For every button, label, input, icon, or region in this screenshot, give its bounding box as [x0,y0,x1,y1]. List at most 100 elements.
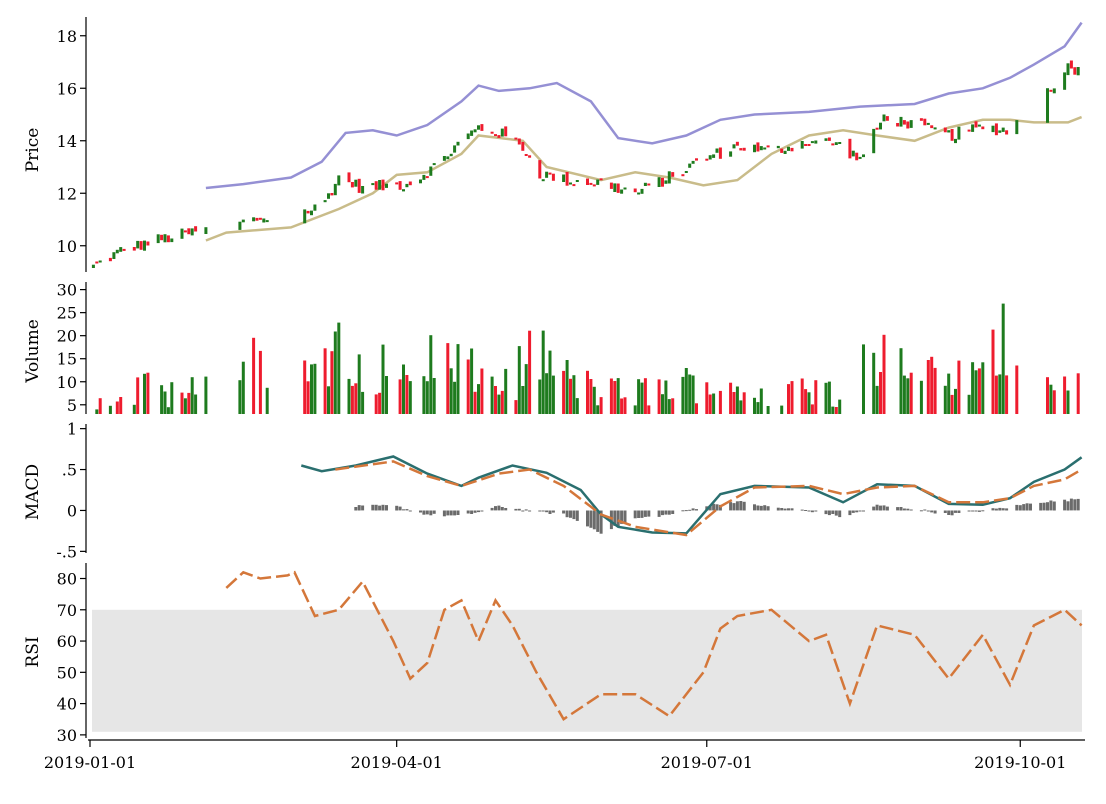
macd-histogram-bar [851,510,855,513]
macd-histogram-bar [926,510,930,512]
macd-histogram-bar [1018,505,1022,511]
candle-up [453,145,457,153]
candle-down [950,129,954,141]
volume-bar-up [204,376,208,414]
candle-down [609,182,613,189]
volume-bar-up [780,405,784,414]
volume-bar-up [541,330,545,414]
candle-up [858,156,862,159]
volume-bar-down [119,397,123,414]
volume-bar-up [545,373,549,414]
volume-bar-up [337,322,341,414]
candle-up [879,122,882,130]
candle-up [1046,88,1049,123]
volume-bar-down [180,392,184,414]
candle-up [569,182,572,185]
volume-bar-down [834,407,838,414]
rsi-tick-label: 50 [57,663,77,682]
candle-up [810,141,814,144]
candle-up [1076,67,1080,76]
rsi-line [225,570,1083,721]
macd-histogram-bar [872,506,876,511]
price-tick-label: 12 [57,184,77,203]
volume-bar-up [95,409,99,414]
volume-bar-up [265,387,269,414]
macd-histogram-bar [759,505,763,511]
candle-down [347,172,351,183]
candle-up [354,179,358,187]
candle-up [596,179,600,185]
candle-up [838,142,842,144]
macd-histogram-bar [395,505,399,511]
volume-bar-up [524,364,528,414]
volume-bar-down [354,383,358,414]
volume-bar-down [787,384,790,414]
macd-histogram-bar [1076,498,1080,511]
macd-histogram-bar [357,505,361,511]
macd-histogram-bar [1005,508,1009,511]
candle-down [187,228,191,235]
volume-bar-down [98,398,102,414]
volume-bar-up [759,388,763,414]
candle-down [718,147,722,159]
volume-bar-up [408,381,412,414]
rsi-tick-label: 60 [57,632,77,651]
macd-histogram-bar [1029,503,1032,511]
candle-up [477,125,480,130]
volume-tick-label: 25 [57,304,77,323]
candle-up [729,151,733,157]
x-tick-label: 2019-01-01 [44,753,136,772]
volume-bar-up [739,400,743,414]
volume-bar-down [804,389,808,414]
candle-up [385,183,388,188]
volume-bar-down [586,370,589,414]
volume-bar-down [500,390,504,414]
volume-bar-up [681,376,685,414]
candle-up [337,175,341,186]
candle-down [695,158,698,161]
volume-bar-down [330,351,334,414]
volume-bar-up [712,393,716,414]
volume-bar-down [643,378,647,414]
macd-histogram-bar [633,510,637,519]
volume-axis-title: Volume [23,319,43,384]
volume-bar-down [732,392,736,414]
candle-down [357,178,361,193]
candle-down [258,217,262,220]
candle-up [715,148,719,153]
volume-tick-label: 30 [57,281,77,300]
macd-tick-label: .5 [62,461,77,480]
candle-down [807,144,811,146]
volume-bar-down [708,394,712,414]
volume-bar-down [718,390,722,414]
volume-bar-up [327,386,330,414]
volume-bar-up [429,335,433,414]
macd-histogram-bar [695,509,698,511]
macd-histogram-bar [398,506,402,511]
volume-bar-up [807,392,811,414]
candle-up [643,182,647,186]
candle-down [930,125,934,129]
candle-up [763,147,767,150]
volume-panel: Volume [23,319,43,384]
candle-up [971,124,975,132]
macd-histogram-bar [514,508,518,511]
macd-histogram-bar [681,510,685,512]
macd-histogram-bar [1025,503,1029,511]
macd-histogram-bar [374,504,378,511]
macd-histogram-bar [742,501,746,511]
x-tick-label: 2019-04-01 [351,753,443,772]
volume-bar-down [705,382,709,414]
candle-down [1069,60,1073,69]
volume-bar-up [183,398,187,414]
candle-down [480,124,484,131]
volume-bar-down [350,385,354,414]
macd-histogram-bar [739,501,743,511]
volume-bar-down [882,334,886,414]
macd-histogram-bar [858,510,862,512]
macd-histogram-bar [896,507,900,511]
macd-line [300,455,1083,535]
macd-histogram-bar [586,510,589,527]
volume-bar-up [596,405,600,414]
macd-histogram-bar [647,510,651,517]
